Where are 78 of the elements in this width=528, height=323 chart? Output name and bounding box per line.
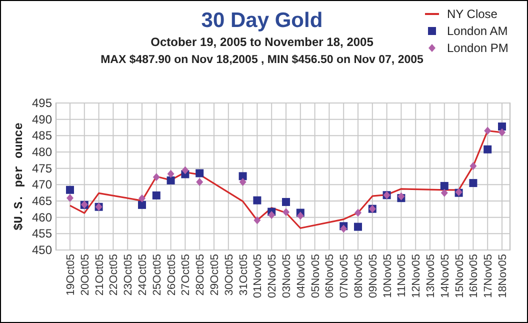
x-tick-label: 19Oct05 bbox=[65, 254, 77, 296]
point bbox=[484, 126, 492, 135]
legend-label: NY Close bbox=[447, 7, 498, 21]
point bbox=[498, 122, 506, 131]
point bbox=[296, 212, 304, 220]
x-tick-label: 15Nov05 bbox=[454, 254, 466, 298]
x-tick-label: 13Nov05 bbox=[425, 254, 437, 298]
point bbox=[182, 166, 189, 174]
point bbox=[254, 216, 261, 224]
point bbox=[138, 194, 146, 202]
point bbox=[354, 208, 362, 217]
point bbox=[239, 178, 246, 186]
point bbox=[196, 169, 204, 178]
point bbox=[282, 198, 290, 206]
point bbox=[484, 145, 492, 154]
point bbox=[138, 200, 146, 209]
point bbox=[152, 173, 160, 182]
point bbox=[498, 128, 506, 136]
x-tick-label: 28Oct05 bbox=[194, 254, 207, 296]
y-tick-label: 480 bbox=[32, 145, 52, 159]
y-tick-label: 490 bbox=[32, 112, 52, 126]
x-tick-label: 17Nov05 bbox=[482, 254, 495, 298]
point bbox=[340, 224, 348, 233]
x-tick-label: 18Nov05 bbox=[497, 254, 509, 298]
point bbox=[282, 208, 290, 216]
x-tick-label: 07Nov05 bbox=[338, 254, 351, 298]
point bbox=[470, 162, 477, 170]
x-tick-label: 16Nov05 bbox=[468, 254, 480, 298]
point bbox=[440, 188, 448, 197]
x-tick-label: 06Nov05 bbox=[324, 254, 336, 298]
x-tick-label: 03Nov05 bbox=[281, 254, 293, 298]
y-tick-label: 475 bbox=[32, 161, 52, 176]
chart-subtitle: October 19, 2005 to November 18, 2005 bbox=[150, 35, 374, 49]
legend-label: London PM bbox=[447, 41, 508, 55]
x-tick-label: 12Nov05 bbox=[410, 254, 423, 298]
y-tick-label: 455 bbox=[32, 226, 52, 241]
y-tick-label: 485 bbox=[32, 128, 52, 143]
x-tick-label: 20Oct05 bbox=[79, 254, 92, 296]
y-tick-label: 495 bbox=[32, 96, 52, 110]
x-tick-label: 25Oct05 bbox=[151, 254, 164, 296]
point bbox=[66, 194, 74, 202]
x-tick-label: 22Oct05 bbox=[108, 254, 120, 296]
x-tick-label: 14Nov05 bbox=[439, 254, 452, 298]
x-tick-label: 24Oct05 bbox=[137, 254, 149, 296]
text: MAX $487.90 on Nov 18,2005 , MIN $456.50 on Nov 07, 2005 bbox=[100, 54, 424, 66]
x-tick-label: 26Oct05 bbox=[166, 254, 178, 296]
y-axis-title: $U.S. per ounce bbox=[12, 122, 26, 231]
point bbox=[166, 176, 175, 184]
x-tick-label: 08Nov05 bbox=[353, 254, 365, 298]
chart-title: 30 Day Gold bbox=[201, 9, 323, 32]
point bbox=[238, 172, 247, 180]
point bbox=[66, 186, 74, 194]
point bbox=[196, 178, 204, 186]
point bbox=[268, 211, 276, 220]
x-tick-label: 09Nov05 bbox=[367, 254, 380, 298]
x-tick-label: 02Nov05 bbox=[266, 254, 279, 298]
x-tick-label: 04Nov05 bbox=[295, 254, 308, 298]
y-tick-label: 460 bbox=[32, 210, 52, 224]
point bbox=[152, 191, 160, 200]
x-tick-label: 31Oct05 bbox=[238, 254, 250, 296]
x-tick-label: 05Nov05 bbox=[310, 254, 322, 298]
point bbox=[440, 182, 448, 190]
point bbox=[167, 170, 174, 178]
x-tick-label: 23Oct05 bbox=[122, 254, 135, 296]
x-tick-label: 11Nov05 bbox=[396, 254, 408, 298]
y-tick-label: 470 bbox=[32, 178, 52, 192]
x-tick-label: 27Oct05 bbox=[180, 254, 192, 296]
x-tick-label: 30Oct05 bbox=[223, 254, 236, 296]
legend-label: London AM bbox=[447, 24, 508, 38]
point bbox=[354, 222, 362, 231]
x-tick-label: 10Nov05 bbox=[382, 254, 394, 298]
point bbox=[469, 179, 478, 188]
point bbox=[253, 196, 262, 204]
x-tick-label: 01Nov05 bbox=[252, 254, 264, 298]
y-tick-label: 450 bbox=[32, 243, 52, 257]
x-tick-label: 29Oct05 bbox=[209, 254, 221, 296]
y-tick-label: 465 bbox=[32, 194, 52, 208]
x-tick-label: 21Oct05 bbox=[94, 254, 106, 296]
